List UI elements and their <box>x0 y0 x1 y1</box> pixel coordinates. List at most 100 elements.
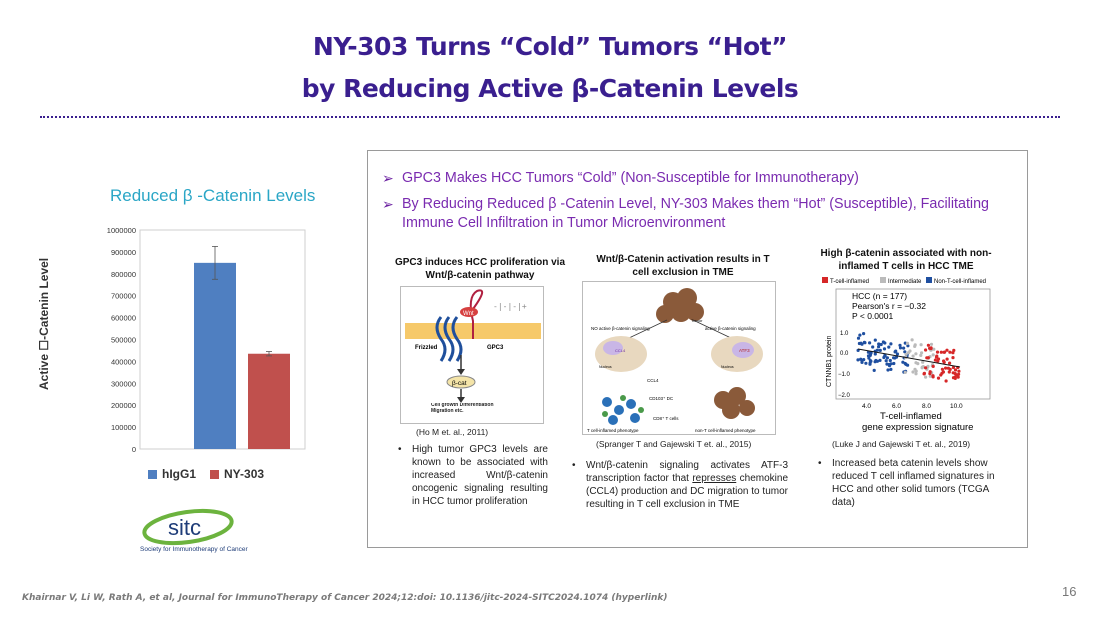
col2-description: • Wnt/β-catenin signaling activates ATF-… <box>572 459 788 511</box>
scatter-point <box>932 347 936 351</box>
nucleus-right-icon <box>732 342 754 358</box>
legend-swatch-hIgG1 <box>148 469 157 479</box>
legend-swatch-intermediate <box>880 277 886 283</box>
chart-y-axis-label: Active ☐-Catenin Level <box>37 257 51 390</box>
scatter-point <box>926 356 930 360</box>
ccl4-gene-label: CCL4 <box>615 348 626 353</box>
scatter-point <box>872 368 876 372</box>
scatter-point <box>928 346 932 350</box>
y-tick-label: 0 <box>132 445 136 454</box>
scatter-point <box>883 354 887 358</box>
scatter-point <box>903 350 907 354</box>
scatter-point <box>922 371 926 375</box>
y-tick-1: 1.0 <box>840 331 849 337</box>
scatter-point <box>945 348 949 352</box>
bar-NY-303 <box>248 353 290 449</box>
sitc-logo-text: sitc <box>168 515 201 540</box>
frizzled-receptor-icon <box>435 316 447 362</box>
scatter-point <box>903 361 907 366</box>
col3-heading: High β-catenin associated with non-infla… <box>820 248 992 272</box>
scatter-point <box>926 364 930 368</box>
gpc3-chain-icon: -|-|-|+ <box>493 302 527 311</box>
scatter-point <box>898 346 903 350</box>
col3-description: • Increased beta catenin levels show red… <box>818 457 1000 509</box>
scatter-point <box>940 367 944 371</box>
stat-pearson-label: Pearson's r = −0.32 <box>852 301 926 311</box>
scatter-point <box>898 343 902 347</box>
x-axis-label-1: T-cell-inflamed <box>880 411 942 422</box>
legend-label-ny303: NY-303 <box>224 467 265 481</box>
x-tick-4: 10.0 <box>950 403 963 410</box>
scatter-point <box>936 357 941 361</box>
scatter-point <box>944 366 948 370</box>
scatter-point <box>889 367 893 371</box>
represses-emphasis: represses <box>692 473 737 484</box>
scatter-point <box>929 342 934 346</box>
wnt-ligand-icon <box>460 307 478 317</box>
y-tick-label: 600000 <box>111 314 136 323</box>
scatter-point <box>864 361 868 365</box>
scatter-point <box>903 370 907 374</box>
col2-citation: (Spranger T and Gajewski T et. al., 2015… <box>596 439 752 449</box>
x-tick-3: 8.0 <box>922 403 931 410</box>
scatter-point <box>920 351 924 355</box>
scatter-point <box>894 349 898 353</box>
scatter-point <box>875 359 879 363</box>
chart-legend: hIgG1 NY-303 <box>148 467 264 481</box>
scatter-point <box>886 368 890 372</box>
legend-item-hIgG1: hIgG1 <box>148 467 196 481</box>
scatter-point <box>873 352 877 356</box>
x-tick-1: 4.0 <box>862 403 871 410</box>
scatter-point <box>860 358 864 363</box>
scatter-point <box>951 356 955 360</box>
scatter-point <box>957 369 961 373</box>
scatter-point <box>892 361 896 366</box>
col1-description-text: High tumor GPC3 levels are known to be a… <box>412 444 548 507</box>
arrow-bullet-icon: ➢ <box>382 196 394 212</box>
scatter-point <box>935 350 940 354</box>
x-axis-label-2: gene expression signature <box>862 422 973 433</box>
scatter-point <box>878 348 882 352</box>
legend-swatch-ny303 <box>210 469 220 479</box>
citation-footer-link[interactable]: Khairnar V, Li W, Rath A, et al, Journal… <box>22 593 668 603</box>
panel-bullet-1: ➢ GPC3 Makes HCC Tumors “Cold” (Non-Susc… <box>382 169 1022 188</box>
bullet-dot: • <box>818 458 822 469</box>
y-tick-4: −2.0 <box>838 393 851 399</box>
scatter-point <box>948 361 952 365</box>
scatter-point <box>953 372 957 376</box>
panel-bullet-2-text: By Reducing Reduced β -Catenin Level, NY… <box>402 196 989 231</box>
bar-chart: 0 100000 200000 300000 400000 500000 600000 700… <box>107 226 306 454</box>
ctnnb1-scatter-plot: T-cell-inflamed Intermediate Non-T-cell-… <box>822 277 991 433</box>
bullet-dot: • <box>398 444 402 455</box>
scatter-point <box>921 360 925 364</box>
y-tick-2: 0.0 <box>840 351 849 357</box>
scatter-point <box>928 372 932 376</box>
scatter-point <box>931 353 935 357</box>
col1-citation: (Ho M et. al., 2011) <box>416 427 489 437</box>
chart-heading: Reduced β -Catenin Levels <box>110 186 316 205</box>
scatter-point <box>857 341 861 346</box>
t-cell-exclusion-diagram: Tumor NO active β-catenin signaling acti… <box>587 288 763 433</box>
scatter-point <box>878 358 882 362</box>
scatter-point <box>888 358 892 363</box>
scatter-point <box>862 332 866 336</box>
scatter-point <box>908 349 912 353</box>
panel-bullet-2: ➢ By Reducing Reduced β -Catenin Level, … <box>382 195 1022 233</box>
nucleus-label-left: Nucleus <box>599 365 612 369</box>
scatter-point <box>869 352 873 356</box>
scatter-point <box>943 350 947 354</box>
scatter-point <box>911 370 915 374</box>
scatter-point <box>856 336 861 340</box>
scatter-point <box>895 352 899 356</box>
col2-figure-t-cell-exclusion: Tumor NO active β-catenin signaling acti… <box>582 281 776 435</box>
panel-bullet-1-text: GPC3 Makes HCC Tumors “Cold” (Non-Suscep… <box>402 170 859 186</box>
page-title-line1: NY-303 Turns “Cold” Tumors “Hot” <box>312 32 788 61</box>
y-tick-label: 400000 <box>111 357 136 366</box>
gpc3-label: GPC3 <box>487 345 504 351</box>
scatter-point <box>906 363 910 367</box>
scatter-point <box>914 361 918 365</box>
legend-swatch-inflamed <box>822 277 828 283</box>
scatter-point <box>919 353 923 357</box>
scatter-point <box>957 372 961 376</box>
beta-catenin-node <box>446 375 476 389</box>
